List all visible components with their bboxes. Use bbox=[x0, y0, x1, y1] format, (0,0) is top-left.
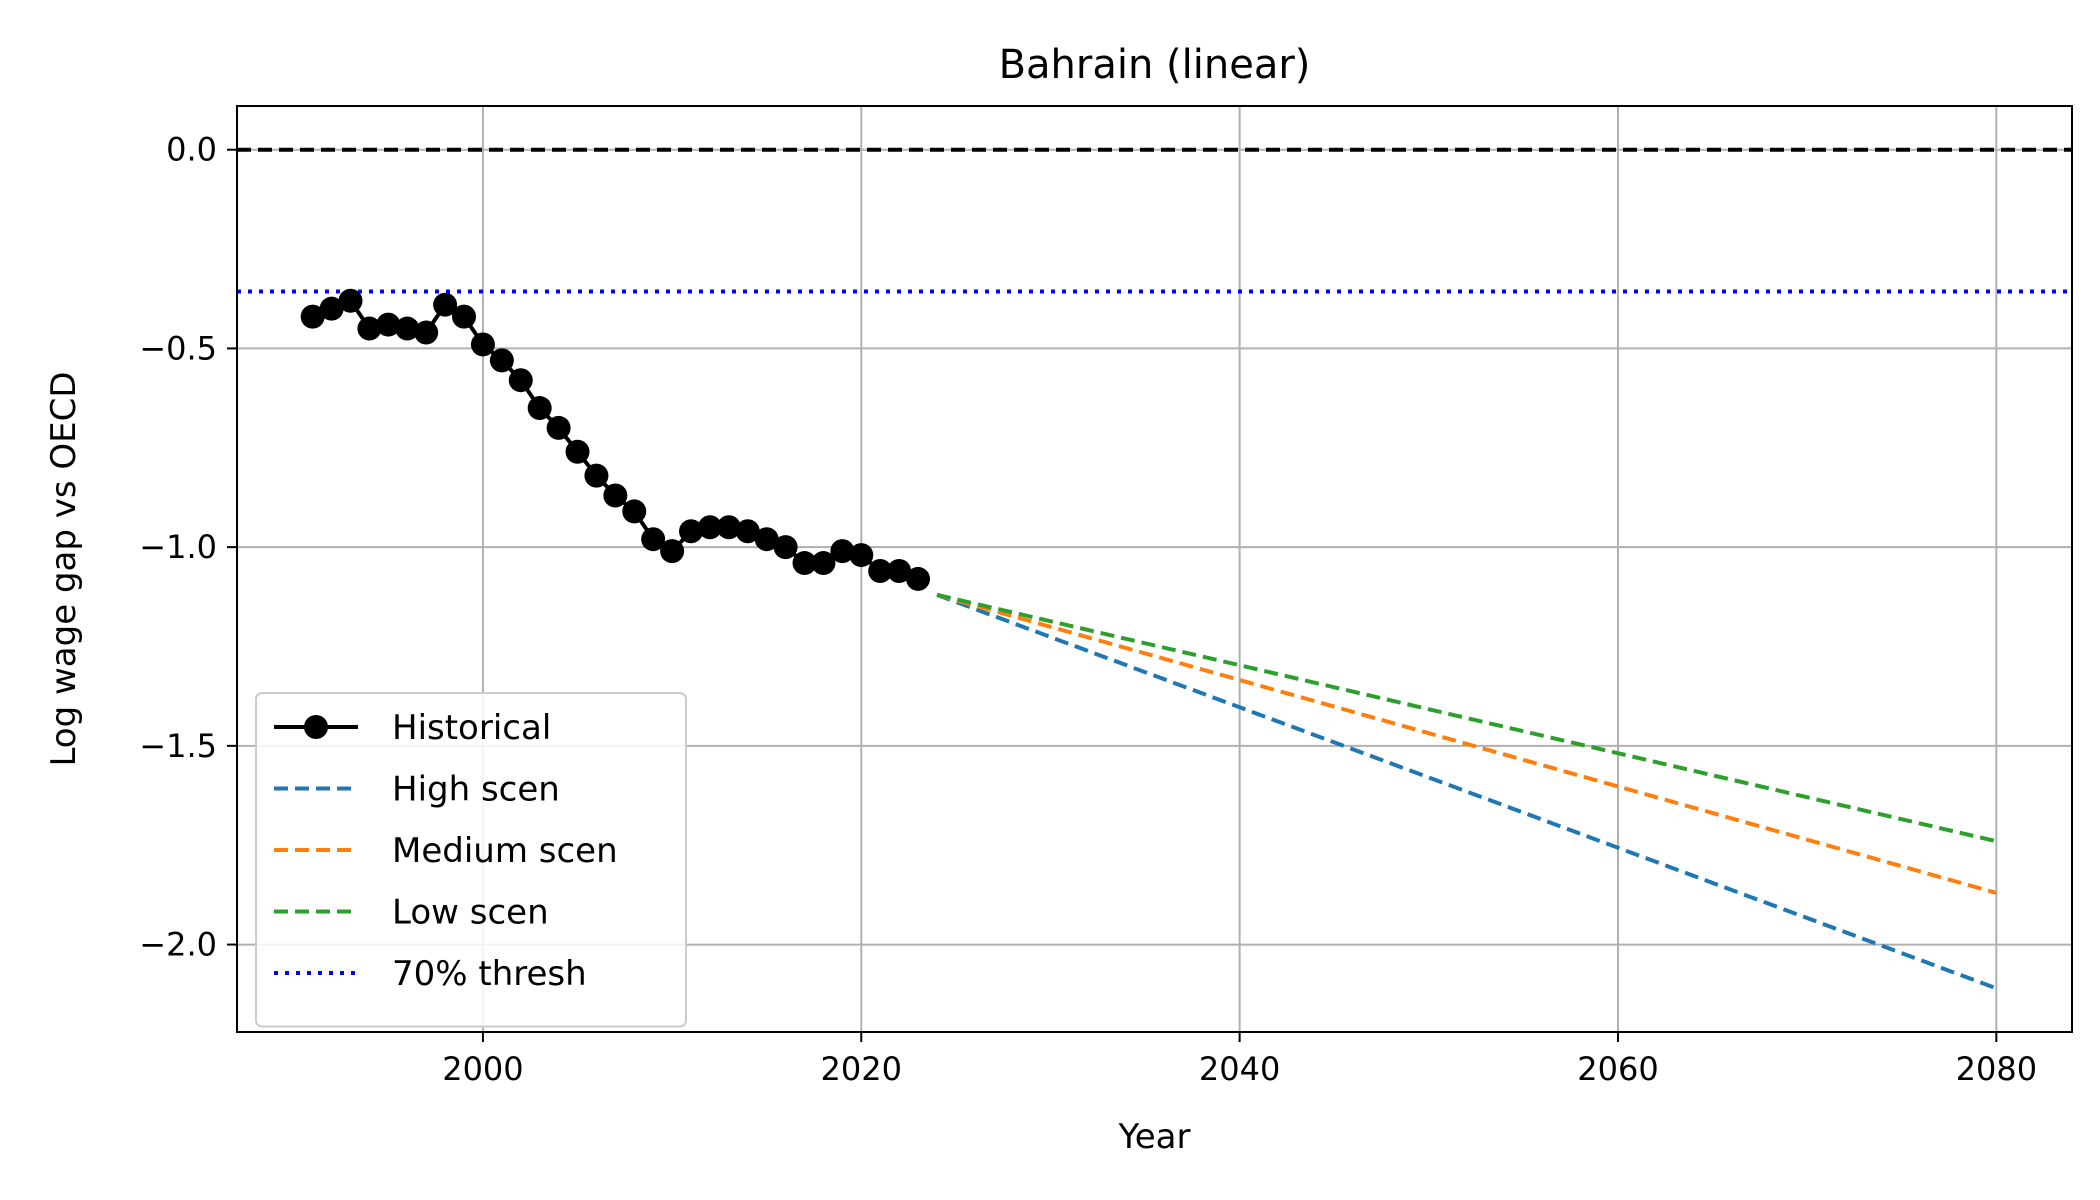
plot-frame bbox=[236, 105, 2073, 1033]
data-point-0-27 bbox=[811, 551, 836, 576]
data-point-0-18 bbox=[641, 527, 666, 552]
legend-label-2: Medium scen bbox=[392, 831, 618, 871]
legend-label-4: 70% thresh bbox=[392, 954, 587, 994]
data-point-0-16 bbox=[603, 483, 628, 508]
data-point-0-3 bbox=[357, 316, 382, 341]
data-point-0-31 bbox=[887, 558, 912, 583]
legend-label-3: Low scen bbox=[392, 893, 549, 933]
reference-lines bbox=[237, 147, 2072, 294]
data-point-0-14 bbox=[565, 439, 590, 464]
y-axis-ticks: 0.0 −0.5 −1.0 −1.5 −2.0 bbox=[139, 131, 237, 964]
data-point-0-17 bbox=[622, 499, 647, 524]
data-point-0-28 bbox=[830, 539, 855, 564]
legend-marker-0 bbox=[304, 715, 328, 739]
data-point-0-2 bbox=[338, 288, 363, 313]
data-point-0-19 bbox=[660, 539, 685, 564]
y-tick-label-2: −1.0 bbox=[139, 528, 217, 566]
series-line-3 bbox=[936, 592, 1997, 844]
series-lines bbox=[300, 288, 1998, 991]
x-tick-label-0: 2000 bbox=[442, 1050, 523, 1088]
data-point-0-29 bbox=[849, 543, 874, 568]
data-point-0-21 bbox=[697, 515, 722, 540]
x-tick-label-3: 2060 bbox=[1577, 1050, 1658, 1088]
data-point-0-10 bbox=[489, 348, 514, 373]
x-axis-ticks: 2000 2020 2040 2060 2080 bbox=[442, 1032, 2037, 1088]
data-point-0-6 bbox=[414, 320, 439, 345]
data-point-0-24 bbox=[754, 527, 779, 552]
x-tick-label-1: 2020 bbox=[821, 1050, 902, 1088]
data-point-0-7 bbox=[433, 292, 458, 317]
legend-box bbox=[255, 692, 687, 1028]
x-axis-label: Year bbox=[1118, 1117, 1191, 1157]
legend-label-1: High scen bbox=[392, 770, 560, 810]
series-line-2 bbox=[936, 592, 1997, 895]
data-point-0-12 bbox=[527, 396, 552, 421]
legend: Historical High scen Medium scen Low scen 70… bbox=[255, 692, 687, 1028]
data-point-0-4 bbox=[376, 312, 401, 337]
data-point-0-25 bbox=[773, 535, 798, 560]
data-point-0-1 bbox=[319, 296, 344, 321]
y-tick-label-0: 0.0 bbox=[166, 131, 217, 169]
y-axis-label: Log wage gap vs OECD bbox=[44, 371, 84, 766]
data-point-0-23 bbox=[735, 519, 760, 544]
y-tick-label-3: −1.5 bbox=[139, 727, 217, 765]
data-point-0-9 bbox=[470, 332, 495, 357]
legend-label-0: Historical bbox=[392, 708, 551, 748]
data-point-0-30 bbox=[868, 558, 893, 583]
data-point-0-8 bbox=[452, 304, 477, 329]
chart-title: Bahrain (linear) bbox=[999, 42, 1311, 88]
data-point-0-22 bbox=[716, 515, 741, 540]
data-point-0-26 bbox=[792, 551, 817, 576]
data-point-0-20 bbox=[679, 519, 704, 544]
data-point-0-0 bbox=[300, 304, 325, 329]
data-point-0-15 bbox=[584, 463, 609, 488]
x-tick-label-4: 2080 bbox=[1956, 1050, 2037, 1088]
data-point-0-13 bbox=[546, 415, 571, 440]
data-point-0-32 bbox=[906, 566, 931, 591]
y-tick-label-4: −2.0 bbox=[139, 926, 217, 964]
data-point-0-11 bbox=[508, 368, 533, 393]
y-tick-label-1: −0.5 bbox=[139, 329, 217, 367]
data-point-0-5 bbox=[395, 316, 420, 341]
x-tick-label-2: 2040 bbox=[1199, 1050, 1280, 1088]
